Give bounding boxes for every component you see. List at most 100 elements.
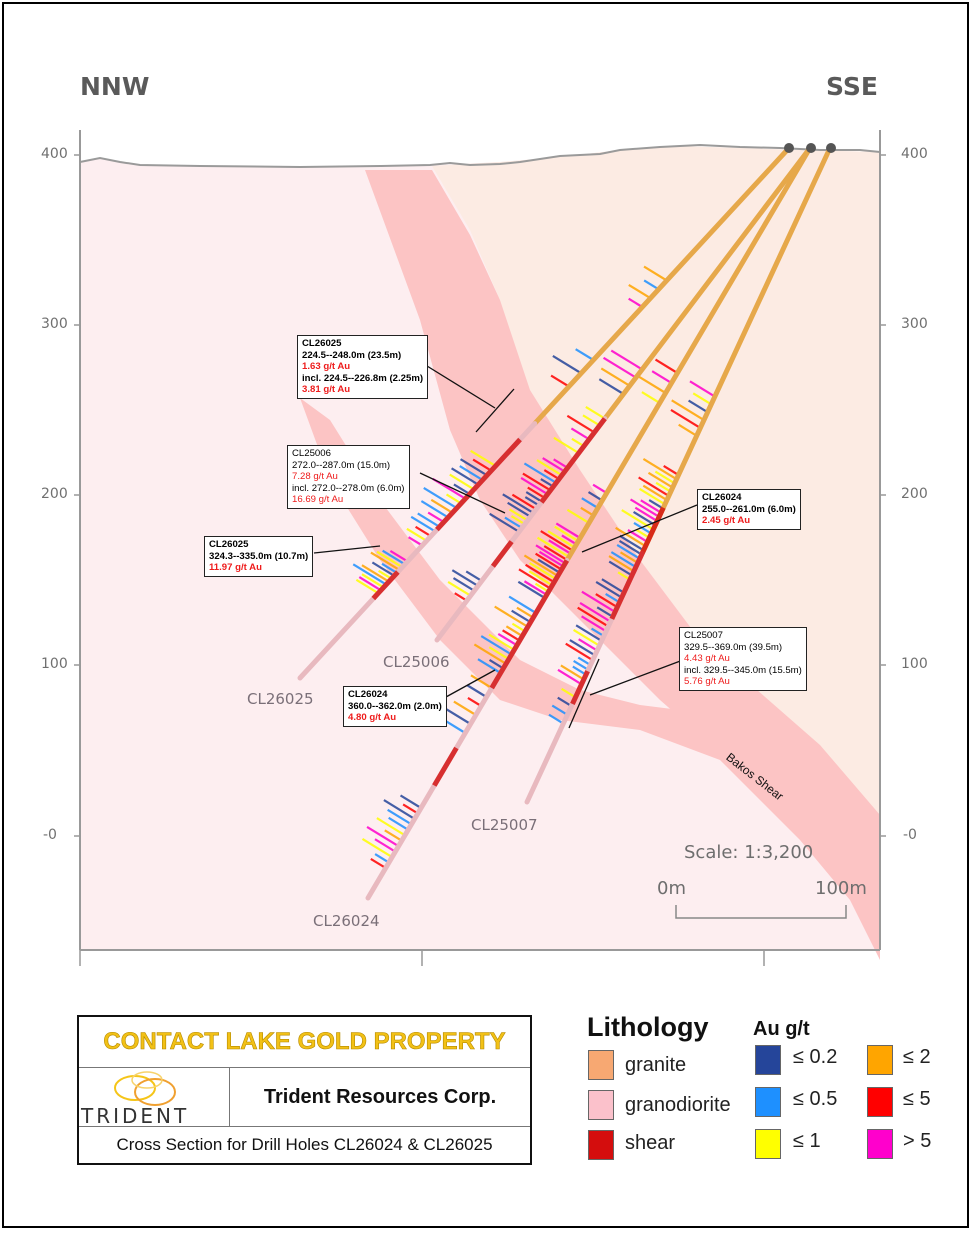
hole-label-cl25007: CL25007 bbox=[471, 816, 538, 834]
assay-tick bbox=[592, 483, 608, 494]
assay-tick bbox=[600, 367, 631, 387]
assay-tick bbox=[523, 462, 557, 484]
assay-tick bbox=[610, 349, 643, 371]
assay-tick bbox=[642, 484, 668, 502]
trident-rings-icon bbox=[114, 1071, 176, 1106]
legend-au-gt5: > 5 bbox=[903, 1130, 932, 1152]
assay-tick bbox=[525, 563, 555, 584]
scale-text: Scale: 1:3,200 bbox=[684, 842, 814, 863]
callout-incl-grade: 3.81 g/t Au bbox=[302, 384, 351, 395]
legend: Lithology Au g/t granite granodiorite sh… bbox=[585, 1012, 955, 1172]
assay-tick bbox=[525, 491, 543, 503]
assay-tick bbox=[520, 476, 549, 496]
assay-tick bbox=[616, 543, 641, 560]
assay-tick bbox=[548, 539, 572, 555]
swatch-au-0.2 bbox=[755, 1045, 781, 1075]
assay-tick bbox=[447, 581, 472, 597]
assay-tick bbox=[459, 465, 484, 481]
au-title: Au g/t bbox=[753, 1018, 810, 1040]
swatch-shear bbox=[588, 1130, 614, 1160]
trident-logo: TRIDENT bbox=[79, 1068, 230, 1128]
assay-tick bbox=[619, 534, 645, 552]
assay-tick bbox=[537, 558, 561, 574]
callout-grade: 4.43 g/t Au bbox=[684, 653, 730, 664]
assay-tick bbox=[459, 458, 488, 477]
callout-cl26025-upper: CL26025 224.5--248.0m (23.5m) 1.63 g/t A… bbox=[297, 335, 429, 399]
assay-tick bbox=[374, 853, 390, 864]
assay-tick bbox=[511, 493, 537, 511]
assay-tick bbox=[489, 512, 520, 533]
assay-tick bbox=[355, 578, 379, 595]
assay-tick bbox=[689, 380, 716, 398]
property-title: CONTACT LAKE GOLD PROPERTY bbox=[79, 1017, 530, 1068]
assay-tick bbox=[430, 498, 454, 514]
assay-tick bbox=[382, 549, 406, 566]
assay-tick bbox=[451, 569, 479, 587]
assay-tick bbox=[595, 593, 618, 609]
scale-start-label: 0m bbox=[657, 878, 686, 899]
assay-tick bbox=[523, 554, 559, 577]
assay-tick bbox=[550, 374, 570, 388]
assay-tick bbox=[678, 423, 698, 437]
callout-interval: 360.0--362.0m (2.0m) bbox=[348, 700, 442, 712]
assay-tick bbox=[452, 577, 475, 592]
assay-tick bbox=[536, 459, 563, 477]
assay-tick bbox=[605, 592, 621, 604]
callout-interval: 255.0--261.0m (6.0m) bbox=[702, 503, 796, 515]
assay-tick bbox=[575, 348, 594, 361]
y-tick-left: 200 bbox=[41, 486, 68, 502]
callout-incl: incl. 329.5--345.0m (15.5m) bbox=[684, 664, 802, 676]
assay-tick bbox=[522, 472, 552, 492]
callout-grade: 4.80 g/t Au bbox=[348, 712, 397, 723]
assay-tick bbox=[655, 481, 672, 493]
assay-tick bbox=[488, 646, 510, 661]
scale-end-label: 100m bbox=[815, 878, 867, 899]
assay-tick bbox=[420, 500, 449, 519]
assay-tick bbox=[565, 642, 594, 662]
assay-tick bbox=[427, 511, 445, 524]
assay-tick bbox=[596, 606, 614, 618]
assay-tick bbox=[502, 629, 521, 642]
assay-tick bbox=[511, 609, 532, 624]
assay-tick bbox=[692, 392, 712, 406]
topography-line bbox=[79, 143, 881, 169]
assay-tick bbox=[670, 409, 701, 429]
drill-hole-trace-granite bbox=[564, 145, 813, 563]
assay-tick bbox=[361, 564, 390, 583]
assay-tick bbox=[535, 544, 566, 565]
assay-tick bbox=[527, 486, 546, 499]
drill-hole-shear-interval bbox=[435, 437, 522, 532]
drill-holes bbox=[297, 145, 833, 901]
assay-tick bbox=[573, 659, 589, 671]
assay-tick bbox=[410, 515, 436, 533]
assay-tick bbox=[423, 486, 458, 510]
assay-tick bbox=[358, 576, 382, 592]
direction-sse: SSE bbox=[826, 72, 878, 101]
swatch-au-5 bbox=[867, 1087, 893, 1117]
assay-tick bbox=[638, 487, 666, 506]
assay-tick bbox=[451, 467, 479, 486]
assay-tick bbox=[587, 491, 603, 502]
assay-tick bbox=[566, 508, 590, 524]
drill-hole-trace-granite bbox=[639, 145, 833, 556]
y-tick-left: -0 bbox=[43, 827, 57, 843]
assay-tick bbox=[399, 794, 422, 809]
assay-tick bbox=[415, 525, 432, 538]
assay-tick bbox=[445, 493, 462, 505]
assay-tick bbox=[585, 406, 606, 420]
collar-marker bbox=[784, 143, 794, 153]
callout-cl25007: CL25007 329.5--369.0m (39.5m) 4.43 g/t A… bbox=[679, 627, 807, 691]
assay-tick bbox=[518, 568, 551, 590]
assay-tick bbox=[371, 561, 395, 577]
assay-tick bbox=[535, 552, 563, 571]
scale-bar bbox=[675, 905, 847, 919]
assay-tick bbox=[628, 297, 643, 308]
drill-hole-shear-interval bbox=[539, 417, 607, 504]
assay-tick bbox=[643, 279, 660, 291]
assay-tick bbox=[638, 476, 670, 497]
assay-tick bbox=[502, 493, 534, 514]
assay-tick bbox=[577, 606, 609, 628]
assay-tick bbox=[402, 803, 419, 815]
assay-tick bbox=[361, 573, 385, 589]
